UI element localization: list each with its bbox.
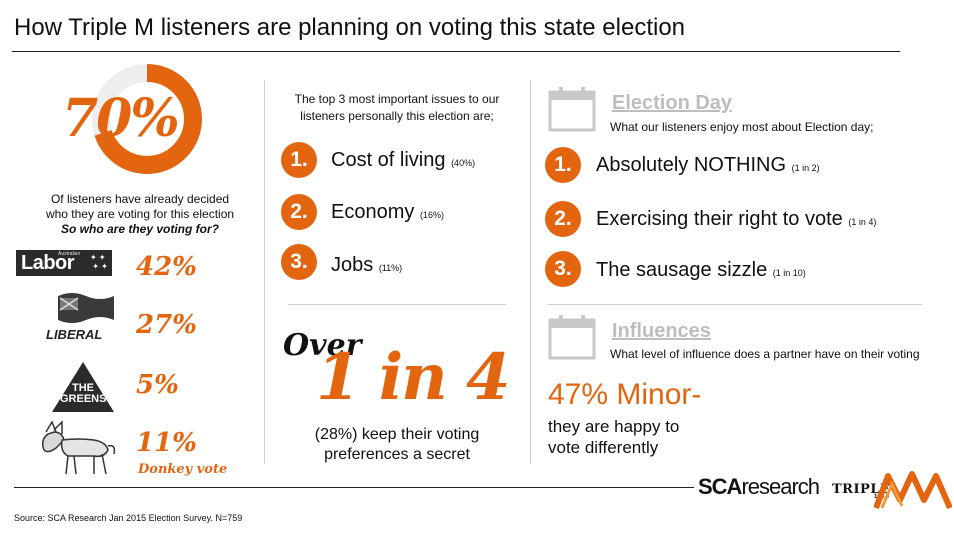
issue-2-number: 2.	[281, 194, 317, 230]
secret-caption: (28%) keep their voting preferences a se…	[278, 425, 516, 465]
ring-fill	[92, 64, 202, 174]
divider-middle-horizontal	[288, 304, 506, 305]
labor-logo-subtext: Australian	[58, 251, 81, 257]
greens-triangle-icon	[52, 362, 114, 412]
election-day-subheading: What our listeners enjoy most about Elec…	[610, 120, 874, 134]
issues-intro: The top 3 most important issues to our l…	[294, 92, 500, 123]
labor-percent: 42%	[136, 252, 197, 282]
liberal-logo-text: LIBERAL	[46, 327, 103, 342]
enjoy-1: Absolutely NOTHING (1 in 2)	[596, 154, 820, 177]
influences-line2: vote differently	[548, 438, 659, 457]
influences-subheading: What level of influence does a partner h…	[610, 347, 920, 361]
enjoy-2-stat: (1 in 4)	[848, 217, 877, 227]
issue-3-number: 3.	[281, 244, 317, 280]
decided-line2: who they are voting for this election	[45, 207, 235, 221]
donkey-caption: Donkey vote	[138, 462, 228, 477]
secret-ratio: 1 in 4	[316, 340, 510, 415]
calendar-icon	[548, 87, 596, 132]
divider-right-horizontal	[548, 304, 922, 305]
labor-logo: Labor Australian ✦ ✦ ✦ ✦	[16, 250, 112, 276]
enjoy-2-label: Exercising their right to vote	[596, 208, 843, 230]
divider-left	[264, 80, 265, 464]
issue-1-label: Cost of living	[331, 149, 446, 171]
issue-3-stat: (11%)	[378, 263, 403, 273]
greens-percent: 5%	[136, 370, 179, 400]
liberal-flag-icon	[58, 293, 114, 323]
calendar-icon	[548, 315, 596, 360]
secret-over: Over	[283, 328, 362, 363]
issue-3-label: Jobs	[331, 254, 374, 276]
decided-percent: 70%	[62, 88, 180, 149]
issue-1-number: 1.	[281, 142, 317, 178]
enjoy-2-number: 2.	[545, 201, 581, 237]
greens-logo-text: THE GREENS	[50, 383, 116, 405]
enjoy-2: Exercising their right to vote (1 in 4)	[596, 208, 876, 231]
title-divider	[12, 51, 900, 52]
footer-divider	[14, 487, 694, 488]
greens-logo-label: THE GREENS	[60, 382, 107, 405]
issue-2-label: Economy	[331, 201, 415, 223]
decided-caption: Of listeners have already decided who th…	[26, 192, 254, 237]
enjoy-3-number: 3.	[545, 251, 581, 287]
southern-cross-icon: ✦ ✦ ✦ ✦	[90, 253, 108, 271]
triple-m-label: TRIPLE	[832, 482, 891, 497]
page-title: How Triple M listeners are planning on v…	[14, 14, 686, 41]
secret-line1: (28%) keep their voting	[314, 426, 480, 443]
decided-line1: Of listeners have already decided	[50, 192, 230, 206]
enjoy-3-stat: (1 in 10)	[772, 268, 806, 278]
donkey-percent: 11%	[136, 428, 197, 458]
influences-line1: they are happy to	[548, 417, 680, 436]
enjoy-1-label: Absolutely NOTHING	[596, 154, 787, 176]
decided-ring	[92, 64, 202, 174]
divider-right	[530, 80, 531, 464]
enjoy-3-label: The sausage sizzle	[596, 259, 768, 281]
issue-1: Cost of living (40%)	[331, 149, 475, 172]
sca-research-logo: SCAresearch	[698, 474, 820, 500]
enjoy-3: The sausage sizzle (1 in 10)	[596, 259, 806, 282]
influences-stat: 47% Minor-	[548, 378, 702, 411]
secret-line2: preferences a secret	[324, 446, 470, 463]
labor-logo-text: Labor	[21, 251, 75, 274]
election-day-heading: Election Day	[612, 92, 733, 114]
influences-caption: they are happy to vote differently	[548, 416, 679, 458]
issue-3: Jobs (11%)	[331, 254, 402, 277]
influences-heading: Influences	[612, 320, 711, 342]
donkey-icon	[41, 420, 116, 475]
sca-logo-bold: SCA	[698, 474, 742, 499]
enjoy-1-number: 1.	[545, 147, 581, 183]
issue-1-stat: (40%)	[451, 158, 476, 168]
decided-question: So who are they voting for?	[60, 222, 219, 236]
triple-m-logo-icon	[874, 471, 952, 510]
issue-2: Economy (16%)	[331, 201, 444, 224]
sca-logo-rest: research	[741, 474, 820, 499]
source-note: Source: SCA Research Jan 2015 Election S…	[14, 513, 243, 523]
enjoy-1-stat: (1 in 2)	[791, 163, 820, 173]
issue-2-stat: (16%)	[419, 210, 444, 220]
liberal-percent: 27%	[136, 310, 197, 340]
